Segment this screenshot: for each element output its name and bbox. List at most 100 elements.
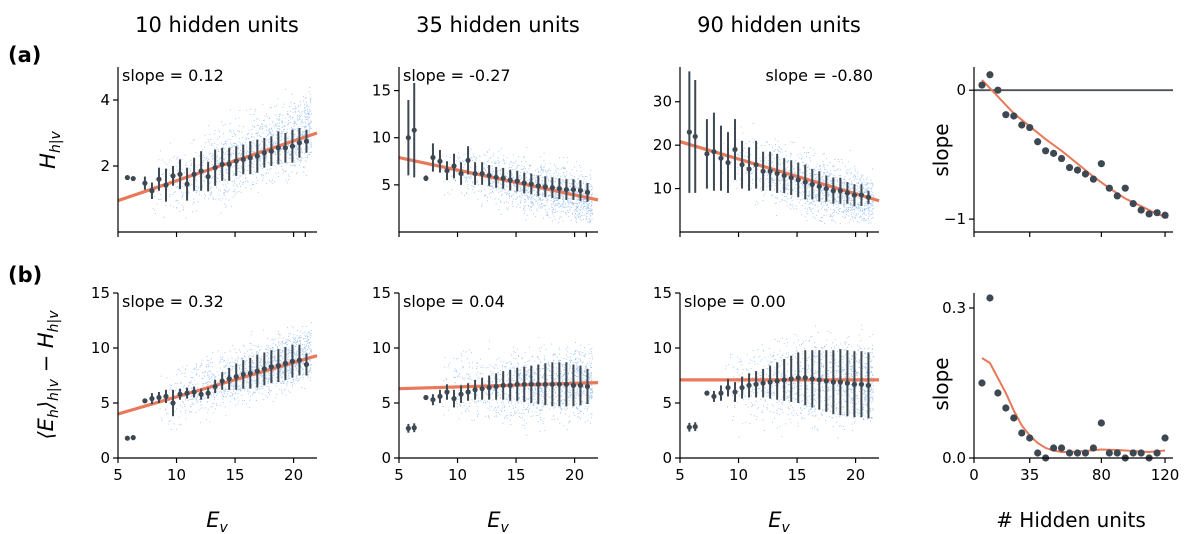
slope-point bbox=[978, 81, 986, 89]
scatter-point bbox=[789, 170, 790, 172]
scatter-point bbox=[276, 162, 277, 163]
scatter-point bbox=[849, 203, 851, 205]
scatter-point bbox=[512, 162, 514, 164]
scatter-point bbox=[252, 150, 254, 152]
scatter-point bbox=[167, 188, 169, 190]
scatter-point bbox=[740, 126, 742, 128]
scatter-point bbox=[821, 208, 822, 210]
scatter-point bbox=[575, 201, 577, 203]
scatter-point bbox=[872, 183, 874, 185]
scatter-point bbox=[810, 147, 811, 149]
scatter-point bbox=[218, 161, 220, 163]
scatter-point bbox=[244, 170, 245, 172]
scatter-point bbox=[463, 166, 465, 168]
scatter-point bbox=[228, 390, 230, 392]
scatter-point bbox=[772, 194, 774, 196]
scatter-point bbox=[305, 113, 307, 114]
scatter-point bbox=[579, 165, 581, 166]
scatter-point bbox=[831, 180, 833, 182]
scatter-point bbox=[266, 386, 268, 387]
scatter-point bbox=[223, 192, 224, 194]
scatter-point bbox=[239, 125, 241, 127]
scatter-point bbox=[842, 196, 844, 198]
scatter-point bbox=[858, 183, 860, 185]
scatter-point bbox=[240, 165, 242, 167]
scatter-point bbox=[300, 104, 302, 106]
scatter-point bbox=[847, 207, 849, 209]
scatter-point bbox=[191, 372, 193, 374]
scatter-point bbox=[202, 149, 203, 151]
scatter-point bbox=[583, 214, 585, 216]
scatter-point bbox=[783, 157, 785, 159]
scatter-point bbox=[830, 214, 831, 216]
scatter-point bbox=[821, 198, 822, 200]
scatter-point bbox=[835, 199, 836, 201]
scatter-point bbox=[572, 202, 573, 203]
scatter-point bbox=[298, 105, 299, 107]
scatter-point bbox=[808, 203, 810, 205]
scatter-point bbox=[235, 193, 237, 195]
scatter-point bbox=[555, 178, 556, 179]
bin-mean-point bbox=[802, 179, 808, 185]
scatter-point bbox=[831, 178, 833, 180]
scatter-point bbox=[822, 198, 823, 200]
scatter-point bbox=[293, 347, 295, 349]
scatter-point bbox=[825, 210, 827, 212]
scatter-point bbox=[555, 171, 557, 173]
scatter-point bbox=[211, 178, 213, 179]
scatter-point bbox=[224, 148, 225, 150]
scatter-point bbox=[857, 203, 859, 205]
scatter-point bbox=[256, 176, 257, 178]
scatter-point bbox=[259, 127, 261, 129]
scatter-point bbox=[185, 169, 187, 171]
scatter-point bbox=[861, 174, 863, 176]
scatter-point bbox=[827, 204, 828, 206]
scatter-point bbox=[555, 166, 557, 168]
scatter-point bbox=[815, 187, 817, 189]
scatter-point bbox=[492, 191, 494, 193]
scatter-point bbox=[554, 164, 555, 165]
bin-mean-point bbox=[830, 188, 836, 194]
scatter-point bbox=[309, 154, 310, 155]
scatter-point bbox=[561, 179, 563, 180]
scatter-point bbox=[802, 172, 803, 174]
scatter-point bbox=[309, 94, 311, 96]
bin-mean-point bbox=[844, 190, 850, 196]
scatter-point bbox=[301, 115, 303, 117]
scatter-point bbox=[862, 174, 864, 176]
scatter-point bbox=[870, 195, 872, 197]
scatter-point bbox=[863, 179, 865, 181]
scatter-point bbox=[282, 343, 284, 344]
scatter-point bbox=[848, 211, 849, 212]
scatter-point bbox=[203, 180, 205, 182]
scatter-point bbox=[300, 120, 302, 122]
scatter-point bbox=[865, 182, 867, 184]
scatter-point bbox=[507, 173, 508, 174]
scatter-point bbox=[528, 198, 530, 200]
scatter-point bbox=[220, 190, 221, 191]
scatter-point bbox=[831, 212, 833, 214]
scatter-point bbox=[523, 156, 524, 158]
scatter-point bbox=[498, 191, 500, 193]
scatter-point bbox=[858, 188, 860, 189]
scatter-point bbox=[828, 195, 829, 197]
scatter-point bbox=[786, 205, 788, 207]
bin-mean-point bbox=[746, 166, 752, 172]
scatter-point bbox=[784, 160, 786, 162]
scatter-point bbox=[591, 209, 593, 211]
bin-mean-point bbox=[240, 156, 246, 162]
scatter-point bbox=[509, 167, 510, 168]
scatter-point bbox=[237, 156, 239, 158]
scatter-point bbox=[183, 192, 184, 194]
scatter-point bbox=[287, 145, 289, 147]
scatter-point bbox=[297, 158, 298, 160]
scatter-point bbox=[525, 204, 527, 206]
scatter-point bbox=[277, 172, 279, 174]
scatter-point bbox=[841, 186, 843, 188]
scatter-point bbox=[297, 132, 299, 134]
scatter-point bbox=[221, 121, 222, 123]
scatter-point bbox=[154, 185, 155, 187]
scatter-point bbox=[829, 216, 831, 218]
scatter-point bbox=[745, 167, 747, 168]
scatter-point bbox=[860, 207, 862, 208]
